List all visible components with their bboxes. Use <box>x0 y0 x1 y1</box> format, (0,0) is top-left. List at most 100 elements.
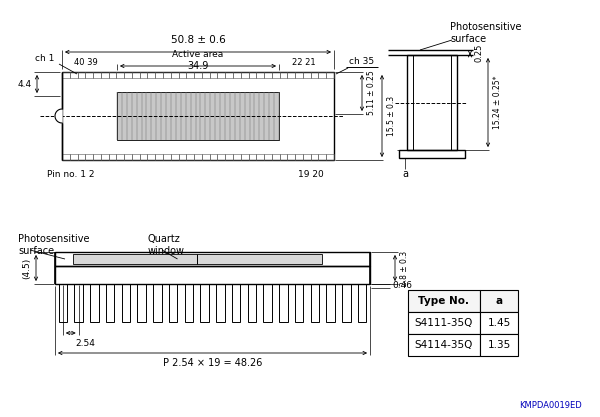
Text: (4.5): (4.5) <box>22 257 31 279</box>
Bar <box>225 72 233 78</box>
Bar <box>163 72 171 78</box>
Text: 2.8 ± 0.3: 2.8 ± 0.3 <box>400 251 409 286</box>
Bar <box>109 72 116 78</box>
Bar <box>279 284 288 322</box>
Bar <box>59 284 67 322</box>
Bar <box>241 72 248 78</box>
Text: 1.45: 1.45 <box>487 318 511 328</box>
Bar <box>179 72 187 78</box>
Bar <box>248 154 256 160</box>
Bar <box>169 284 178 322</box>
Text: ch 35: ch 35 <box>349 57 374 66</box>
Text: 19 20: 19 20 <box>298 170 324 179</box>
Bar <box>209 154 217 160</box>
Bar <box>264 154 272 160</box>
Bar <box>303 72 311 78</box>
Bar <box>74 284 83 322</box>
Polygon shape <box>55 109 62 123</box>
Bar <box>200 284 209 322</box>
Bar <box>225 154 233 160</box>
Bar <box>62 72 334 160</box>
Bar <box>109 154 116 160</box>
Bar <box>264 72 272 78</box>
Bar <box>62 154 70 160</box>
Bar <box>256 72 264 78</box>
Bar <box>148 154 155 160</box>
Text: S4111-35Q: S4111-35Q <box>415 318 473 328</box>
Text: Active area: Active area <box>172 50 224 59</box>
Bar <box>153 284 162 322</box>
Bar <box>319 154 326 160</box>
Bar <box>73 254 322 264</box>
Bar <box>311 284 319 322</box>
Bar <box>480 334 518 356</box>
Bar <box>248 72 256 78</box>
Bar <box>202 72 209 78</box>
Bar <box>85 72 93 78</box>
Bar <box>155 72 163 78</box>
Bar <box>85 154 93 160</box>
Text: a: a <box>496 296 503 306</box>
Bar <box>408 290 480 312</box>
Text: a: a <box>402 169 408 179</box>
Text: 22 21: 22 21 <box>292 58 316 67</box>
Bar <box>272 154 280 160</box>
Text: 15.5 ± 0.3: 15.5 ± 0.3 <box>387 96 396 136</box>
Bar <box>232 284 241 322</box>
Bar <box>93 154 101 160</box>
Bar <box>70 154 77 160</box>
Bar <box>106 284 115 322</box>
Bar <box>480 290 518 312</box>
Bar <box>77 154 85 160</box>
Text: KMPDA0019ED: KMPDA0019ED <box>519 401 582 410</box>
Bar <box>187 154 194 160</box>
Bar <box>295 72 303 78</box>
Text: S4114-35Q: S4114-35Q <box>415 340 473 350</box>
Bar <box>287 154 295 160</box>
Bar <box>408 312 480 334</box>
Bar <box>179 154 187 160</box>
Bar <box>171 72 179 78</box>
Bar <box>124 154 132 160</box>
Bar <box>295 154 303 160</box>
Text: ch 1: ch 1 <box>35 53 54 63</box>
Bar <box>101 154 109 160</box>
Bar <box>408 334 480 356</box>
Text: 34.9: 34.9 <box>187 61 209 71</box>
Bar <box>342 284 351 322</box>
Bar <box>216 284 225 322</box>
Bar <box>122 284 130 322</box>
Bar <box>319 72 326 78</box>
Bar <box>233 72 241 78</box>
Bar <box>140 154 148 160</box>
Bar <box>155 154 163 160</box>
Bar <box>326 72 334 78</box>
Text: Pin no. 1 2: Pin no. 1 2 <box>47 170 95 179</box>
Bar <box>171 154 179 160</box>
Bar <box>256 154 264 160</box>
Bar <box>70 72 77 78</box>
Bar <box>303 154 311 160</box>
Bar <box>202 154 209 160</box>
Bar <box>209 72 217 78</box>
Bar <box>358 284 367 322</box>
Bar <box>194 72 202 78</box>
Bar <box>280 154 287 160</box>
Bar <box>163 154 171 160</box>
Bar <box>185 284 193 322</box>
Bar <box>124 72 132 78</box>
Bar <box>280 72 287 78</box>
Bar <box>55 252 370 266</box>
Bar <box>117 92 279 140</box>
Bar <box>55 266 370 284</box>
Bar <box>132 154 140 160</box>
Text: 4.4: 4.4 <box>18 80 32 88</box>
Text: 40 39: 40 39 <box>74 58 98 67</box>
Bar <box>137 284 146 322</box>
Bar <box>116 72 124 78</box>
Bar <box>217 154 225 160</box>
Bar <box>263 284 272 322</box>
Bar <box>233 154 241 160</box>
Bar <box>287 72 295 78</box>
Bar <box>90 284 99 322</box>
